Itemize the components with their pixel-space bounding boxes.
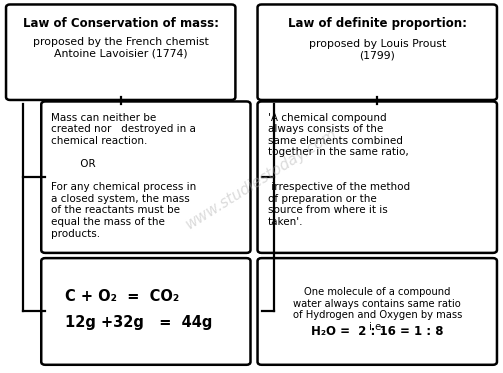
Text: 'A chemical compound
always consists of the
same elements combined
together in t: 'A chemical compound always consists of … bbox=[268, 113, 410, 227]
Text: C + O₂  =  CO₂: C + O₂ = CO₂ bbox=[65, 289, 180, 304]
Text: H₂O =  2 : 16 = 1 : 8: H₂O = 2 : 16 = 1 : 8 bbox=[311, 326, 444, 338]
Text: Law of definite proportion:: Law of definite proportion: bbox=[288, 17, 467, 30]
FancyBboxPatch shape bbox=[41, 258, 250, 365]
Text: One molecule of a compound
water always contains same ratio
of Hydrogen and Oxyg: One molecule of a compound water always … bbox=[293, 287, 462, 332]
FancyBboxPatch shape bbox=[258, 101, 497, 253]
FancyBboxPatch shape bbox=[6, 4, 235, 100]
Text: Law of Conservation of mass:: Law of Conservation of mass: bbox=[23, 17, 219, 30]
Text: www.studiestoday.com: www.studiestoday.com bbox=[183, 126, 340, 232]
FancyBboxPatch shape bbox=[258, 4, 497, 100]
Text: proposed by Louis Proust
(1799): proposed by Louis Proust (1799) bbox=[309, 39, 446, 61]
FancyBboxPatch shape bbox=[41, 101, 250, 253]
Text: Mass can neither be
created nor   destroyed in a
chemical reaction.

         OR: Mass can neither be created nor destroye… bbox=[51, 113, 197, 239]
FancyBboxPatch shape bbox=[258, 258, 497, 365]
Text: proposed by the French chemist
Antoine Lavoisier (1774): proposed by the French chemist Antoine L… bbox=[33, 37, 209, 59]
Text: 12g +32g   =  44g: 12g +32g = 44g bbox=[65, 315, 213, 330]
